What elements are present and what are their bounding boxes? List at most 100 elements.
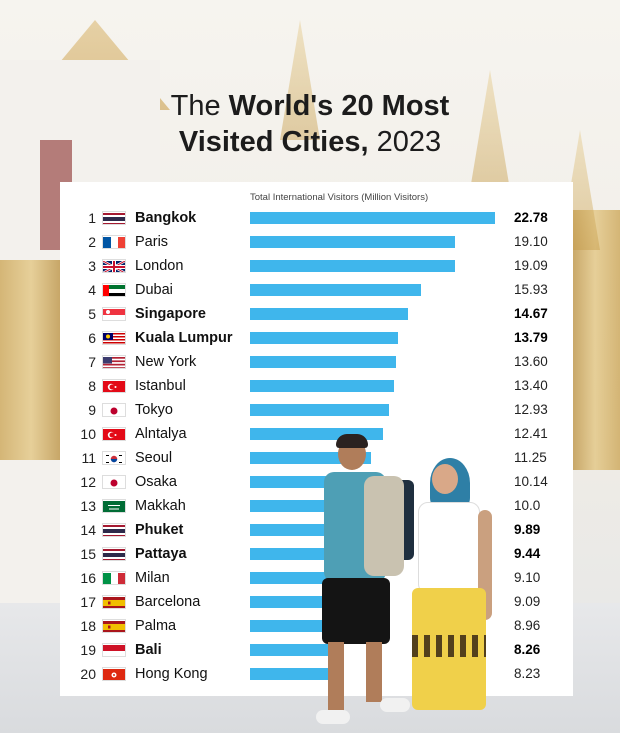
title-bold-line2: Visited Cities, [178, 126, 369, 158]
man-jacket [364, 476, 404, 576]
malaysia-flag-icon [102, 331, 126, 345]
city-label: Pattaya [135, 546, 187, 562]
rank-label: 10 [80, 426, 96, 442]
bar [250, 356, 397, 368]
title-year: 2023 [368, 126, 442, 158]
city-label: Dubai [135, 282, 173, 298]
japan-flag-icon [102, 403, 126, 417]
rank-label: 13 [80, 498, 96, 514]
chart-row: 3 London 19.09 [60, 254, 573, 278]
japan-flag-icon [102, 475, 126, 489]
city-label: Bali [135, 642, 162, 658]
city-label: Hong Kong [135, 666, 208, 682]
rank-label: 4 [88, 282, 96, 298]
city-label: Barcelona [135, 594, 201, 610]
rank-label: 12 [80, 474, 96, 490]
spain-flag-icon [102, 595, 126, 609]
chart-row: 20 Hong Kong 8.23 [60, 662, 573, 686]
chart-row: 1 Bangkok 22.78 [60, 206, 573, 230]
rank-label: 19 [80, 642, 96, 658]
title-prefix: The [170, 90, 229, 122]
city-label: Singapore [135, 306, 206, 322]
rank-label: 16 [80, 570, 96, 586]
man-shoe [316, 710, 350, 724]
city-label: Palma [135, 618, 177, 634]
city-label: London [135, 258, 184, 274]
uae-flag-icon [102, 283, 126, 297]
value-label: 19.09 [514, 258, 548, 273]
uk-flag-icon [102, 259, 126, 273]
spain-flag-icon [102, 619, 126, 633]
city-label: Paris [135, 234, 169, 250]
value-label: 9.89 [514, 522, 541, 537]
rank-label: 2 [88, 234, 96, 250]
chart-row: 6 Kuala Lumpur 13.79 [60, 326, 573, 350]
bar [250, 668, 339, 680]
rank-label: 6 [88, 330, 96, 346]
rank-label: 14 [80, 522, 96, 538]
thailand-flag-icon [102, 523, 126, 537]
value-label: 11.25 [514, 450, 547, 465]
bar [250, 260, 456, 272]
south-korea-flag-icon [102, 451, 126, 465]
temple-pillar-right [570, 210, 620, 470]
rank-label: 15 [80, 546, 96, 562]
title-bold-line1: World's 20 Most [228, 90, 450, 122]
chart-row: 19 Bali 8.26 [60, 638, 573, 662]
chart-row: 4 Dubai 15.93 [60, 278, 573, 302]
hong-kong-flag-icon [102, 667, 126, 681]
man-hair [336, 434, 368, 448]
france-flag-icon [102, 235, 126, 249]
italy-flag-icon [102, 571, 126, 585]
city-label: New York [135, 354, 197, 370]
rank-label: 11 [81, 450, 96, 466]
value-label: 15.93 [514, 282, 548, 297]
rank-label: 8 [88, 378, 96, 394]
rank-label: 1 [88, 210, 96, 226]
rank-label: 18 [80, 618, 96, 634]
man-shorts [322, 578, 390, 644]
value-label: 9.09 [514, 594, 541, 609]
rank-label: 3 [88, 258, 96, 274]
value-label: 8.23 [514, 666, 541, 681]
value-label: 13.79 [514, 330, 548, 345]
rank-label: 9 [88, 402, 96, 418]
bar [250, 404, 390, 416]
city-label: Alntalya [135, 426, 187, 442]
woman-skirt-pattern [412, 635, 486, 657]
rank-label: 20 [80, 666, 96, 682]
chart-row: 7 New York 13.60 [60, 350, 573, 374]
bar [250, 644, 339, 656]
value-label: 9.10 [514, 570, 541, 585]
usa-flag-icon [102, 355, 126, 369]
bar [250, 332, 399, 344]
singapore-flag-icon [102, 307, 126, 321]
bar [250, 308, 408, 320]
chart-row: 8 Istanbul 13.40 [60, 374, 573, 398]
value-label: 10.14 [514, 474, 548, 489]
value-label: 13.60 [514, 354, 548, 369]
value-label: 8.96 [514, 618, 541, 633]
man-leg [328, 642, 344, 712]
chart-row: 10 Alntalya 12.41 [60, 422, 573, 446]
rank-label: 5 [88, 306, 96, 322]
value-label: 19.10 [514, 234, 548, 249]
man-leg [366, 642, 382, 702]
turkey-flag-icon [102, 427, 126, 441]
city-label: Bangkok [135, 210, 197, 226]
woman-head [432, 464, 458, 494]
chart-row: 9 Tokyo 12.93 [60, 398, 573, 422]
city-label: Seoul [135, 450, 173, 466]
value-label: 13.40 [514, 378, 548, 393]
value-label: 22.78 [514, 210, 548, 225]
value-label: 10.0 [514, 498, 541, 513]
chart-row: 5 Singapore 14.67 [60, 302, 573, 326]
city-label: Osaka [135, 474, 177, 490]
chart-row: 2 Paris 19.10 [60, 230, 573, 254]
chart-row: 16 Milan 9.10 [60, 566, 573, 590]
value-label: 8.26 [514, 642, 541, 657]
value-label: 9.44 [514, 546, 541, 561]
city-label: Makkah [135, 498, 186, 514]
temple-pillar-left [0, 260, 62, 460]
thailand-flag-icon [102, 547, 126, 561]
